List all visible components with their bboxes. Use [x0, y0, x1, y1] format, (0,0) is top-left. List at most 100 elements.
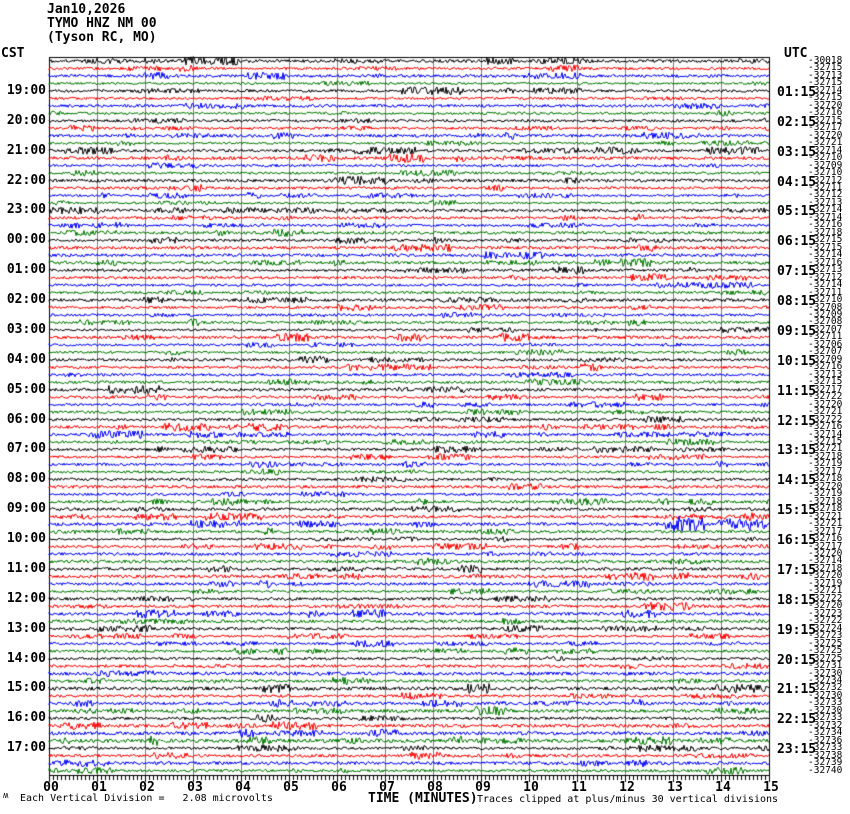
- trace-mean-count: -32725: [808, 653, 843, 664]
- cst-hour-label: 09:00: [6, 501, 46, 516]
- trace-mean-count: -32717: [808, 541, 843, 552]
- cst-hour-label: 06:00: [6, 412, 46, 427]
- utc-hour-label: 06:15: [777, 234, 817, 249]
- cst-hour-label: 08:00: [6, 471, 46, 486]
- cst-hour-label: 13:00: [6, 621, 46, 636]
- trace-mean-count: -32710: [808, 167, 843, 178]
- trace-mean-count: -32708: [808, 302, 843, 313]
- cst-hour-label: 23:00: [6, 202, 46, 217]
- minute-tick-label: 11: [571, 780, 587, 795]
- minute-tick-label: 05: [283, 780, 299, 795]
- trace-mean-count: -32718: [808, 451, 843, 462]
- minute-tick-label: 00: [43, 780, 59, 795]
- utc-hour-label: 03:15: [777, 145, 817, 160]
- trace-mean-count: -32717: [808, 526, 843, 537]
- utc-hour-label: 12:15: [777, 414, 817, 429]
- trace-mean-count: -32718: [808, 227, 843, 238]
- trace-mean-count: -32720: [808, 481, 843, 492]
- trace-mean-count: -32708: [808, 316, 843, 327]
- scale-note: Each Vertical Division = 2.08 microvolts: [20, 793, 273, 804]
- minute-tick-label: 04: [235, 780, 251, 795]
- trace-mean-count: -32715: [808, 62, 843, 73]
- minute-tick-label: 02: [139, 780, 155, 795]
- trace-mean-count: -32712: [808, 189, 843, 200]
- trace-mean-count: -32714: [808, 212, 843, 223]
- cst-hour-label: 01:00: [6, 262, 46, 277]
- trace-mean-count: -32733: [808, 697, 843, 708]
- minute-tick-label: 14: [715, 780, 731, 795]
- trace-mean-count: -32720: [808, 130, 843, 141]
- trace-mean-count: -32717: [808, 384, 843, 395]
- trace-mean-count: -32714: [808, 145, 843, 156]
- trace-mean-count: -32725: [808, 638, 843, 649]
- trace-mean-count: -32719: [808, 488, 843, 499]
- trace-mean-count: -32713: [808, 70, 843, 81]
- trace-mean-count: -32716: [808, 219, 843, 230]
- cst-hour-label: 12:00: [6, 591, 46, 606]
- trace-mean-count: -32730: [808, 705, 843, 716]
- trace-mean-count: -32715: [808, 77, 843, 88]
- utc-hour-label: 02:15: [777, 115, 817, 130]
- trace-mean-count: -32732: [808, 682, 843, 693]
- trace-mean-count: -32723: [808, 608, 843, 619]
- cst-hour-label: 04:00: [6, 352, 46, 367]
- minute-tick-label: 13: [667, 780, 683, 795]
- trace-mean-count: -32711: [808, 182, 843, 193]
- cst-hour-label: 15:00: [6, 680, 46, 695]
- header-date: Jan10,2026: [47, 2, 126, 17]
- trace-mean-count: -32710: [808, 294, 843, 305]
- trace-mean-count: -32718: [808, 503, 843, 514]
- utc-hour-label: 18:15: [777, 593, 817, 608]
- trace-mean-count: -32730: [808, 668, 843, 679]
- trace-mean-count: -32709: [808, 354, 843, 365]
- trace-mean-count: -32719: [808, 458, 843, 469]
- trace-mean-count: -32720: [808, 100, 843, 111]
- trace-mean-count: -32721: [808, 443, 843, 454]
- trace-mean-count: -32709: [808, 160, 843, 171]
- trace-mean-count: -32714: [808, 429, 843, 440]
- trace-mean-count: -32718: [808, 563, 843, 574]
- cst-hour-label: 21:00: [6, 143, 46, 158]
- cst-hour-label: 19:00: [6, 83, 46, 98]
- trace-mean-count: -32716: [808, 257, 843, 268]
- minute-tick-label: 03: [187, 780, 203, 795]
- trace-mean-count: -32711: [808, 287, 843, 298]
- trace-mean-count: -32721: [808, 511, 843, 522]
- header-station-code: TYMO HNZ NM 00: [47, 16, 157, 31]
- trace-mean-count: -32712: [808, 272, 843, 283]
- x-axis-title: TIME (MINUTES): [368, 791, 478, 806]
- trace-mean-count: -32733: [808, 742, 843, 753]
- cst-hour-label: 16:00: [6, 710, 46, 725]
- trace-mean-count: -32719: [808, 578, 843, 589]
- trace-mean-count: -32722: [808, 593, 843, 604]
- trace-mean-count: -32717: [808, 466, 843, 477]
- cst-hour-label: 20:00: [6, 113, 46, 128]
- minute-tick-label: 07: [379, 780, 395, 795]
- utc-hour-label: 15:15: [777, 503, 817, 518]
- trace-mean-count: -32714: [808, 279, 843, 290]
- trace-mean-count: -32716: [808, 107, 843, 118]
- trace-mean-count: -32738: [808, 750, 843, 761]
- trace-mean-count: -32713: [808, 264, 843, 275]
- trace-mean-count: -32716: [808, 361, 843, 372]
- trace-mean-count: -32714: [808, 555, 843, 566]
- utc-hour-label: 16:15: [777, 533, 817, 548]
- trace-mean-count: -32732: [808, 720, 843, 731]
- minute-tick-label: 10: [523, 780, 539, 795]
- utc-hour-label: 13:15: [777, 443, 817, 458]
- trace-mean-count: -32713: [808, 369, 843, 380]
- trace-mean-count: -32715: [808, 242, 843, 253]
- trace-mean-count: -32733: [808, 712, 843, 723]
- trace-mean-count: -32730: [808, 690, 843, 701]
- trace-mean-count: -32715: [808, 234, 843, 245]
- cst-hour-label: 00:00: [6, 232, 46, 247]
- trace-mean-count: -32720: [808, 548, 843, 559]
- trace-mean-count: -32724: [808, 623, 843, 634]
- minute-tick-label: 06: [331, 780, 347, 795]
- utc-hour-label: 23:15: [777, 742, 817, 757]
- minute-tick-label: 12: [619, 780, 635, 795]
- minute-tick-label: 15: [763, 780, 779, 795]
- utc-hour-label: 05:15: [777, 204, 817, 219]
